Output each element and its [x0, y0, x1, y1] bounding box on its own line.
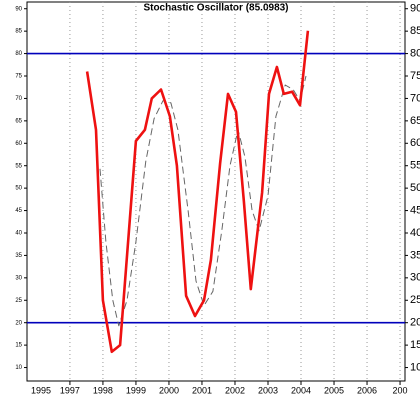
y-tick-label: 70 — [410, 92, 420, 104]
x-tick-label: 1995 — [31, 385, 51, 395]
y-tick-label-left: 30 — [15, 275, 22, 281]
y-tick-label-left: 55 — [15, 163, 22, 169]
x-tick-label: 2002 — [225, 385, 245, 395]
y-tick-label: 75 — [410, 70, 420, 82]
y-tick-label: 80 — [410, 47, 420, 59]
y-tick-label-left: 65 — [15, 118, 22, 124]
y-tick-label: 35 — [410, 249, 420, 261]
y-tick-label-left: 35 — [15, 253, 22, 259]
y-tick-label-left: 85 — [15, 29, 22, 35]
y-tick-label: 30 — [410, 272, 420, 284]
x-tick-label: 2000 — [159, 385, 179, 395]
y-tick-label-left: 70 — [15, 96, 22, 102]
x-tick-label: 2005 — [324, 385, 344, 395]
y-tick-label: 60 — [410, 137, 420, 149]
x-tick-label: 2004 — [291, 385, 311, 395]
y-tick-label: 45 — [410, 204, 420, 216]
x-tick-label: 1998 — [93, 385, 113, 395]
y-tick-label-left: 60 — [15, 141, 22, 147]
x-tick-label: 1997 — [60, 385, 80, 395]
y-tick-label: 20 — [410, 317, 420, 329]
y-tick-label: 25 — [410, 294, 420, 306]
x-tick-label: 2006 — [357, 385, 377, 395]
y-tick-label-left: 45 — [15, 208, 22, 214]
y-tick-label: 50 — [410, 182, 420, 194]
x-tick-label: 2001 — [192, 385, 212, 395]
y-tick-label-left: 15 — [15, 343, 22, 349]
y-tick-label: 55 — [410, 160, 420, 172]
y-tick-label: 90 — [410, 3, 420, 15]
y-tick-label: 65 — [410, 115, 420, 127]
y-tick-label: 85 — [410, 25, 420, 37]
y-tick-label-left: 10 — [15, 365, 22, 371]
x-tick-label: 200 — [393, 385, 408, 395]
signal-line — [99, 75, 307, 327]
y-tick-label-left: 75 — [15, 74, 22, 80]
y-tick-label-left: 25 — [15, 298, 22, 304]
y-tick-label: 40 — [410, 227, 420, 239]
y-tick-label: 10 — [410, 361, 420, 373]
y-tick-label-left: 40 — [15, 231, 22, 237]
chart-title: Stochastic Oscillator (85.0983) — [143, 3, 288, 14]
stochastic-line — [85, 30, 310, 354]
y-tick-label-left: 50 — [15, 186, 22, 192]
y-tick-label: 15 — [410, 339, 420, 351]
y-tick-label-left: 90 — [15, 6, 22, 12]
plot-frame — [26, 1, 406, 382]
y-tick-label-left: 80 — [15, 51, 22, 57]
x-tick-label: 1999 — [126, 385, 146, 395]
x-tick-label: 2003 — [258, 385, 278, 395]
y-tick-label-left: 20 — [15, 320, 22, 326]
